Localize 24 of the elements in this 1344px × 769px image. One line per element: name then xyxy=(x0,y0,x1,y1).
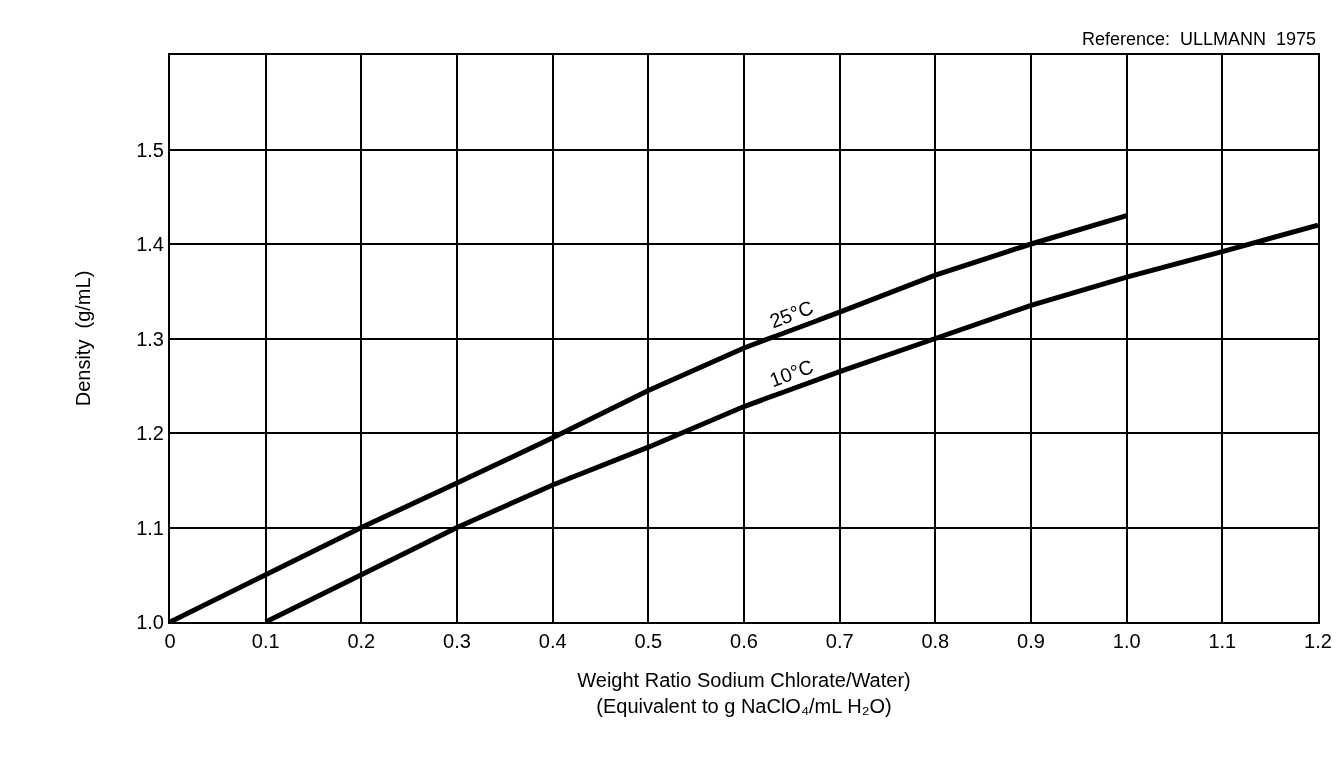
text: Reference: ULLMANN 1975 xyxy=(1082,29,1317,49)
y-tick-label: 1.2 xyxy=(136,422,164,444)
x-tick-label: 0.6 xyxy=(730,630,758,652)
y-tick-label: 1.1 xyxy=(136,516,164,539)
x-tick-label: 1.2 xyxy=(1304,630,1332,652)
x-tick-label: 0.7 xyxy=(825,630,854,652)
y-tick-label: 1.4 xyxy=(136,233,164,255)
text: 25°C xyxy=(766,296,817,333)
x-tick-label: 0.9 xyxy=(1017,630,1045,652)
x-axis-title: Weight Ratio Sodium Chlorate/Water) (Equivalent to g NaClO₄/mL H₂O) xyxy=(577,669,911,717)
x-tick-label: 0.4 xyxy=(538,630,567,652)
x-tick-label: 0.1 xyxy=(251,630,280,652)
x-tick-label: 1.0 xyxy=(1112,630,1141,652)
x-tick-label: 0 xyxy=(164,630,176,652)
x-tick-label: 0.3 xyxy=(443,630,471,652)
text: 10°C xyxy=(766,355,817,392)
x-tick-label: 0.5 xyxy=(634,630,663,652)
x-tick-label: 0.8 xyxy=(921,630,950,652)
y-tick-label: 1.3 xyxy=(136,327,164,350)
x-tick-label: 1.1 xyxy=(1208,630,1237,652)
y-tick-label: 1.5 xyxy=(136,138,164,161)
x-tick-label: 0.2 xyxy=(347,630,376,652)
y-tick-label: 1.0 xyxy=(136,611,164,633)
y-axis-title: Density (g/mL) xyxy=(72,270,95,407)
